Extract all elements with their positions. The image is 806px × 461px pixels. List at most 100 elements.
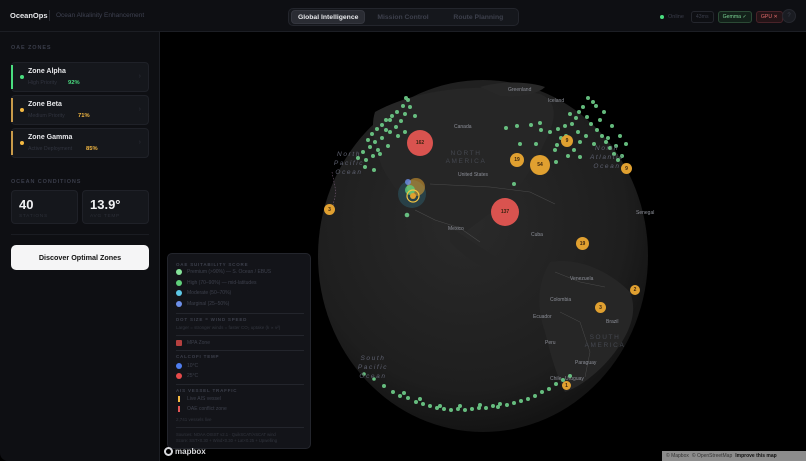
legend-sources: Sources: NOAA OISST v2.1 · QuikSCAT/ASCA… (176, 432, 276, 437)
legend-label: 10°C (187, 363, 199, 369)
zone-score: 85% (86, 145, 98, 152)
zone-card-alpha[interactable]: Zone Alpha High Priority 92% › (11, 62, 149, 92)
zone-score: 92% (68, 79, 80, 86)
map-legend: OAE SUITABILITY SCORE Premium (>90%) — S… (167, 253, 311, 449)
legend-label: Marginal (25–50%) (187, 301, 230, 307)
legend-label: MPA Zone (187, 340, 210, 346)
osm-attribution-link[interactable]: © OpenStreetMap (691, 453, 733, 459)
legend-divider (176, 335, 304, 336)
online-label: Online (668, 14, 684, 20)
legend-score-formula: Score: SST×0.30 + Wind×0.30 + Lat×0.25 +… (176, 438, 278, 443)
sidebar: OAE ZONES Zone Alpha High Priority 92% ›… (0, 32, 160, 461)
discover-optimal-zones-button[interactable]: Discover Optimal Zones (11, 245, 149, 270)
chevron-right-icon: › (138, 73, 141, 80)
vessels-live-count: 2,741 vessels live (176, 417, 212, 422)
ocean-conditions-heading: OCEAN CONDITIONS (11, 179, 82, 185)
zone-priority: Medium Priority (28, 113, 65, 119)
online-indicator-icon (660, 15, 664, 19)
stat-label: STATIONS (19, 214, 48, 219)
tab-mission-control[interactable]: Mission Control (377, 13, 429, 21)
legend-label: 25°C (187, 373, 199, 379)
cluster-marker[interactable]: 137 (491, 198, 519, 226)
cluster-marker[interactable]: 19 (510, 153, 524, 167)
mapbox-attribution-link[interactable]: © Mapbox (666, 453, 689, 459)
map-label-uruguay: Uruguay (565, 376, 584, 382)
cluster-marker[interactable]: 3 (324, 204, 335, 215)
legend-item: MPA Zone (176, 340, 210, 346)
legend-dot-size-desc: Larger = stronger winds = faster CO₂ upt… (176, 325, 281, 330)
legend-item: OAE conflict zone (176, 406, 227, 412)
map-label-venezuela: Venezuela (570, 276, 594, 282)
map-label-canada: Canada (454, 124, 472, 130)
conflict-zone-icon (178, 406, 180, 412)
map-label-brazil: Brazil (606, 319, 619, 325)
cluster-marker[interactable]: 9 (621, 163, 632, 174)
mapbox-wordmark: mapbox (175, 447, 206, 456)
legend-item: Live AIS vessel (176, 396, 221, 402)
legend-ais-title: AIS VESSEL TRAFFIC (176, 388, 238, 393)
sidebar-divider (11, 234, 149, 235)
ais-vessel-icon (178, 396, 180, 402)
mapbox-logo[interactable]: mapbox (164, 447, 206, 456)
top-header: OceanOps Ocean Alkalinity Enhancement Gl… (0, 0, 806, 32)
legend-label: Premium (>90%) — S. Ocean / EBUS (187, 269, 272, 275)
map-label-paraguay: Paraguay (575, 360, 597, 366)
legend-item: Moderate (50–70%) (176, 290, 231, 296)
legend-item: Premium (>90%) — S. Ocean / EBUS (176, 269, 271, 275)
system-status: Online 43ms Gemma ✓ GPU ✕ (660, 11, 783, 23)
zone-accent-bar (11, 65, 13, 89)
legend-divider (176, 350, 304, 351)
legend-suitability-title: OAE SUITABILITY SCORE (176, 262, 249, 267)
map-label-greenland: Greenland (508, 87, 532, 93)
legend-dot-size-title: DOT SIZE = WIND SPEED (176, 317, 248, 322)
cluster-marker[interactable]: 162 (407, 130, 433, 156)
legend-divider (176, 384, 304, 385)
legend-divider (176, 427, 304, 428)
cluster-marker[interactable]: 2 (630, 285, 640, 295)
legend-item: High (70–90%) — mid-latitudes (176, 280, 256, 286)
cluster-marker[interactable]: 3 (595, 302, 606, 313)
map-label-united-states: United States (458, 172, 489, 178)
chevron-right-icon: › (138, 106, 141, 113)
zone-priority: High Priority (28, 80, 57, 86)
gemma-status-badge: Gemma ✓ (717, 11, 752, 23)
warm-temp-dot-icon (176, 373, 182, 379)
map-label-iceland: Iceland (548, 98, 565, 104)
cluster-marker[interactable]: 19 (576, 237, 589, 250)
cluster-marker[interactable]: 9 (561, 135, 573, 147)
cluster-marker[interactable]: 54 (530, 155, 550, 175)
map-label-mexico: Mexico (448, 226, 464, 232)
zone-accent-bar (11, 131, 13, 155)
improve-map-link[interactable]: Improve this map (735, 453, 777, 459)
gpu-status-badge: GPU ✕ (755, 11, 783, 23)
zone-accent-bar (11, 98, 13, 122)
map-label-peru: Peru (545, 340, 556, 346)
map-label-south-pacific: South Pacific Ocean (357, 355, 389, 380)
legend-item: 10°C (176, 363, 198, 369)
map-label-ecuador: Ecuador (533, 314, 552, 320)
cluster-marker[interactable]: 1 (562, 381, 571, 390)
map-attribution: © Mapbox © OpenStreetMap Improve this ma… (662, 451, 806, 461)
legend-label: Moderate (50–70%) (187, 290, 232, 296)
legend-item: Marginal (25–50%) (176, 301, 229, 307)
tab-route-planning[interactable]: Route Planning (453, 13, 504, 21)
marginal-dot-icon (176, 301, 182, 307)
latency-badge: 43ms (690, 11, 714, 23)
zone-card-gamma[interactable]: Zone Gamma Active Deployment 85% › (11, 128, 149, 158)
legend-label: OAE conflict zone (187, 406, 227, 412)
main-nav-tabs: Global Intelligence Mission Control Rout… (288, 8, 519, 26)
help-button[interactable]: ? (782, 9, 796, 23)
stat-card-avg-temp: 13.9° AVG TEMP (82, 190, 149, 224)
map-label-cuba: Cuba (531, 232, 543, 238)
map-label-north-atlantic: North Atlantic Ocean (589, 145, 625, 170)
legend-label: High (70–90%) — mid-latitudes (187, 280, 257, 286)
stat-card-stations: 40 STATIONS (11, 190, 78, 224)
mpa-zone-swatch-icon (176, 340, 182, 346)
zone-name: Zone Alpha (28, 68, 66, 75)
map-label-north-pacific: North Pacific Ocean (333, 151, 365, 176)
map-label-senegal: Senegal (636, 210, 655, 216)
zone-card-beta[interactable]: Zone Beta Medium Priority 71% › (11, 95, 149, 125)
tab-global-intelligence[interactable]: Global Intelligence (291, 10, 366, 24)
moderate-dot-icon (176, 290, 182, 296)
zone-name: Zone Gamma (28, 134, 73, 141)
